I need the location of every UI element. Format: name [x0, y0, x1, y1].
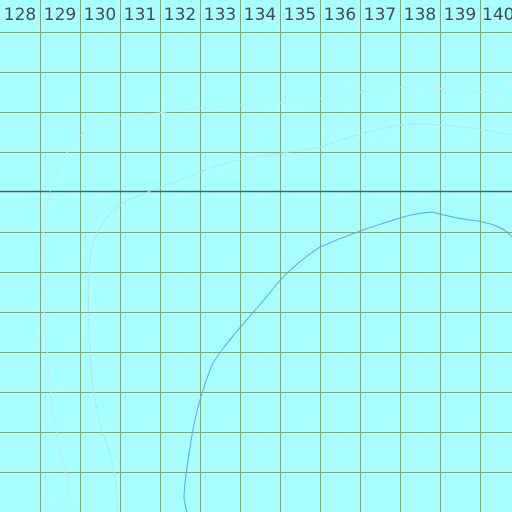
- longitude-label: 139: [444, 5, 476, 25]
- longitude-label: 132: [164, 5, 196, 25]
- longitude-label: 134: [244, 5, 276, 25]
- contour-inner: [183, 211, 512, 512]
- longitude-label: 130: [84, 5, 116, 25]
- contour-middle: [88, 123, 512, 512]
- longitude-label: 138: [404, 5, 436, 25]
- contours: [42, 87, 512, 512]
- longitude-label: 140: [482, 5, 512, 25]
- longitude-labels: 128 129 130 131 132 133 134 135 136 137 …: [4, 5, 512, 25]
- longitude-label: 135: [284, 5, 316, 25]
- contour-outer: [42, 87, 512, 512]
- longitude-label: 128: [4, 5, 36, 25]
- longitude-label: 133: [204, 5, 236, 25]
- longitude-label: 129: [44, 5, 76, 25]
- longitude-label: 131: [124, 5, 156, 25]
- longitude-label: 137: [364, 5, 396, 25]
- longitude-label: 136: [324, 5, 356, 25]
